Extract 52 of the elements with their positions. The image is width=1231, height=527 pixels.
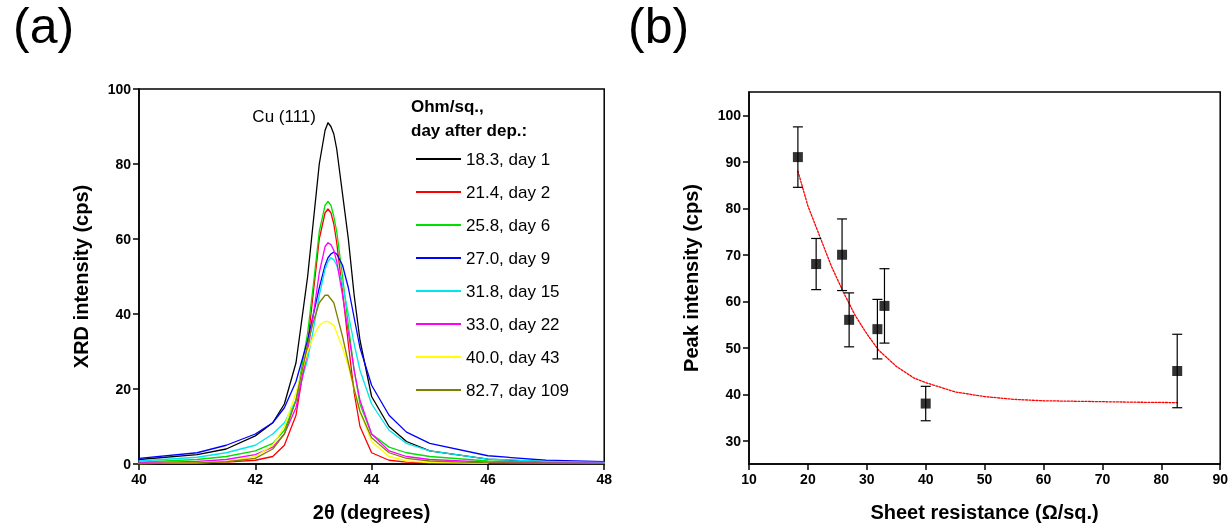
y-tick-label: 70 (725, 246, 742, 263)
x-tick-label: 60 (1035, 471, 1052, 487)
y-axis-title: XRD intensity (cps) (70, 184, 92, 369)
annotation: Cu (111) (252, 107, 316, 127)
y-tick-label: 20 (115, 381, 132, 397)
x-tick-label: 44 (363, 471, 380, 487)
legend-label: 82.7, day 109 (466, 380, 570, 400)
point (1172, 366, 1183, 376)
legend-label: 18.3, day 1 (466, 149, 551, 169)
x-tick-label: 30 (859, 471, 875, 487)
y-tick-label: 30 (725, 432, 742, 449)
y-tick-label: 80 (725, 200, 742, 217)
legend-title: Ohm/sq., day after dep.: (411, 96, 528, 140)
y-tick-label: 100 (107, 81, 132, 97)
x-tick-label: 90 (1212, 471, 1229, 487)
x-tick-label: 40 (917, 471, 934, 487)
x-tick-label: 70 (1094, 471, 1111, 487)
x-tick-label: 40 (131, 471, 147, 487)
legend-label: 33.0, day 22 (466, 314, 560, 334)
y-axis-title: Peak intensity (cps) (680, 184, 702, 372)
legend-label: 21.4, day 2 (466, 182, 551, 202)
legend-label: 40.0, day 43 (466, 347, 560, 367)
legend-label: 25.8, day 6 (466, 215, 551, 235)
x-tick-label: 46 (480, 471, 496, 487)
y-tick-label: 60 (725, 293, 742, 310)
point (811, 259, 822, 270)
x-tick-label: 10 (741, 471, 757, 487)
x-tick-label: 48 (596, 471, 613, 487)
y-tick-label: 40 (725, 386, 742, 403)
y-tick-label: 80 (115, 156, 132, 172)
y-tick-label: 90 (725, 153, 742, 170)
y-tick-label: 40 (115, 306, 132, 322)
point (879, 300, 890, 311)
y-tick-label: 60 (115, 231, 132, 247)
y-tick-label: 0 (123, 456, 132, 472)
chart-title: (a) (13, 0, 75, 54)
point (872, 324, 883, 335)
x-tick-label: 80 (1153, 471, 1170, 487)
legend-label: 31.8, day 15 (466, 281, 560, 301)
y-tick-label: 100 (717, 107, 742, 124)
point (844, 314, 855, 325)
point (792, 152, 803, 163)
x-tick-label: 42 (247, 471, 264, 487)
point (837, 249, 848, 260)
x-axis-title: 2θ (degrees) (312, 501, 431, 523)
x-axis-title: Sheet resistance (Ω/sq.) (870, 501, 1099, 523)
x-tick-label: 50 (976, 471, 993, 487)
chart-title: (b) (628, 0, 690, 54)
point (920, 398, 931, 409)
x-tick-label: 20 (800, 471, 816, 487)
y-tick-label: 50 (725, 339, 742, 356)
legend-label: 27.0, day 9 (466, 248, 551, 268)
